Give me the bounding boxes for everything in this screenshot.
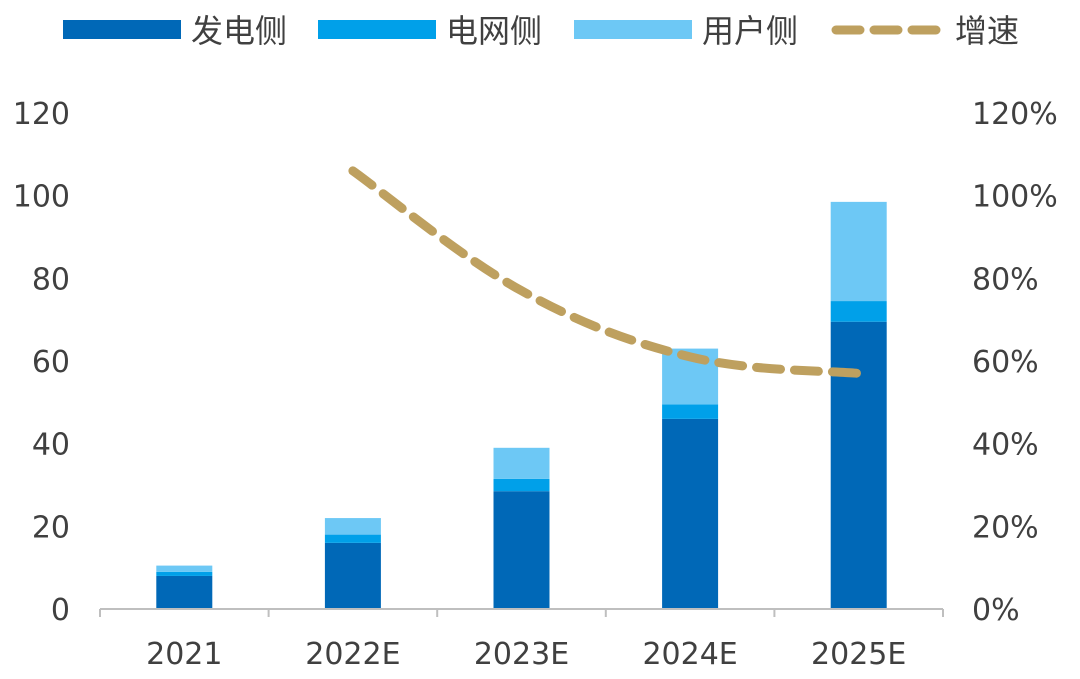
legend-label: 发电侧: [191, 12, 287, 50]
bar-segment: [324, 518, 381, 535]
bar-segment: [156, 565, 213, 572]
legend-swatch: [318, 20, 436, 39]
y-right-tick-label: 0%: [972, 593, 1020, 628]
y-left-tick-label: 20: [32, 510, 70, 545]
y-left-tick-label: 80: [32, 262, 70, 297]
y-right-tick-label: 40%: [972, 428, 1039, 463]
y-left-tick-label: 100: [13, 180, 70, 215]
bar-segment: [662, 418, 719, 609]
y-left-tick-label: 40: [32, 428, 70, 463]
x-tick-label: 2025E: [811, 637, 906, 672]
bar-segment: [662, 404, 719, 419]
y-right-tick-label: 80%: [972, 262, 1039, 297]
y-left-tick-label: 60: [32, 345, 70, 380]
y-axis-right: 0% 20% 40% 60% 80% 100% 120%: [972, 97, 1058, 628]
x-tick-label: 2023E: [474, 637, 569, 672]
chart-legend: 发电侧 电网侧 用户侧 增速: [63, 12, 1019, 50]
bar-segment: [324, 542, 381, 609]
bar-segment: [324, 534, 381, 543]
legend-item: 电网侧: [318, 12, 542, 50]
legend-item: 增速: [831, 12, 1019, 50]
legend-label: 用户侧: [702, 12, 798, 50]
bar-segment: [830, 301, 887, 322]
legend-item: 用户侧: [574, 12, 798, 50]
y-left-tick-label: 120: [13, 97, 70, 132]
x-tick-label: 2022E: [305, 637, 400, 672]
y-right-tick-label: 100%: [972, 180, 1058, 215]
y-right-tick-label: 60%: [972, 345, 1039, 380]
legend-label: 电网侧: [446, 12, 542, 50]
bar-segment: [493, 491, 550, 609]
bar-segment: [493, 478, 550, 492]
growth-line-group: [348, 166, 864, 378]
bar-segment: [156, 571, 213, 576]
x-tick-label: 2024E: [642, 637, 737, 672]
legend-item: 发电侧: [63, 12, 287, 50]
legend-swatch: [574, 20, 692, 39]
y-right-tick-label: 20%: [972, 510, 1039, 545]
y-right-tick-label: 120%: [972, 97, 1058, 132]
x-tick-label: 2021: [146, 637, 222, 672]
legend-label: 增速: [955, 12, 1019, 50]
growth-line: [348, 166, 864, 378]
bar-segment: [830, 321, 887, 609]
x-axis: 2021 2022E 2023E 2024E 2025E: [99, 608, 944, 672]
bar-series-group: [156, 201, 887, 609]
bar-segment: [493, 447, 550, 479]
bar-segment: [156, 575, 213, 609]
legend-swatch: [63, 20, 181, 39]
y-left-tick-label: 0: [51, 593, 70, 628]
bar-segment: [830, 201, 887, 302]
y-axis-left: 0 20 40 60 80 100 120: [13, 97, 70, 628]
